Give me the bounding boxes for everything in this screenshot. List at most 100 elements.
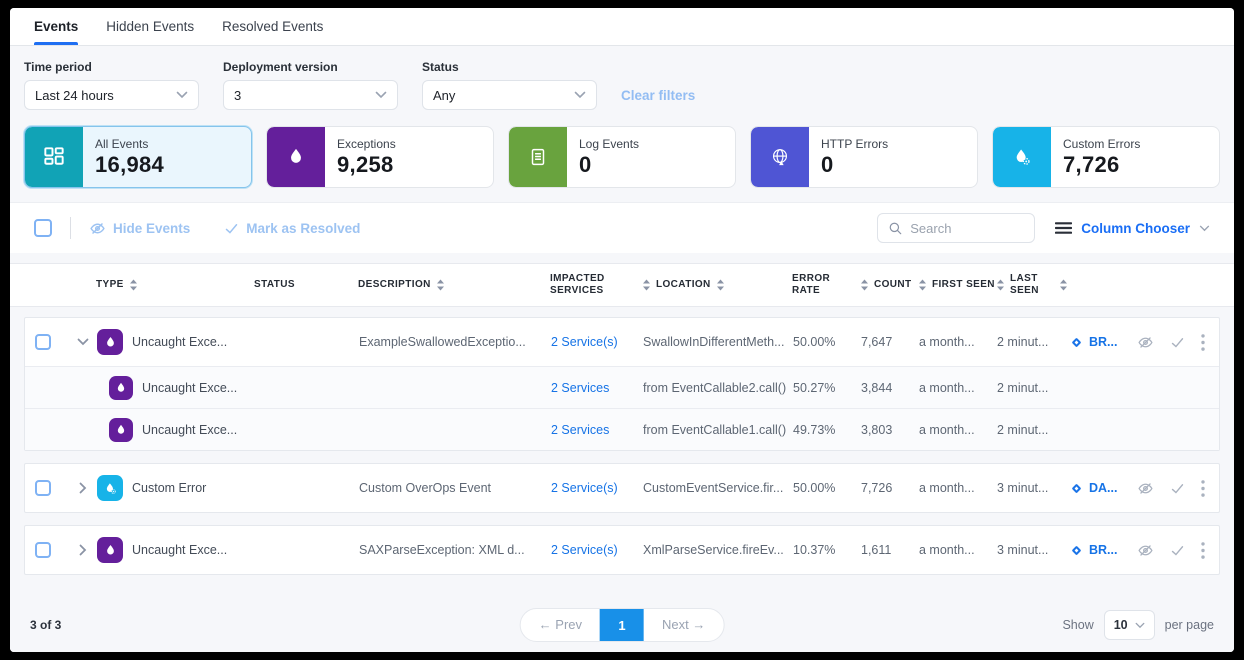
card-label: HTTP Errors (821, 136, 889, 151)
event-type: Uncaught Exce... (97, 417, 255, 442)
event-location: XmlParseService.fireEv... (643, 543, 784, 557)
tab-events-label: Events (34, 19, 79, 34)
stat-card-exceptions[interactable]: Exceptions 9,258 (266, 126, 494, 188)
tab-bar: Events Hidden Events Resolved Events (10, 8, 1234, 46)
events-table: TYPE STATUS DESCRIPTION IMPACTED SERVICE… (10, 253, 1234, 598)
impacted-services-link[interactable]: 2 Services (551, 422, 610, 437)
resolve-event-icon[interactable] (1170, 335, 1185, 350)
tab-hidden-events[interactable]: Hidden Events (106, 8, 194, 45)
jira-ticket-link[interactable]: BR... (1069, 335, 1137, 350)
header-last-seen[interactable]: LAST SEEN (996, 273, 1068, 297)
page-size-control: Show 10 per page (1062, 610, 1214, 640)
header-error-rate[interactable]: ERROR RATE (792, 273, 831, 296)
chevron-right-icon[interactable] (69, 544, 97, 556)
event-description: SAXParseException: XML d... (359, 543, 525, 557)
tab-hidden-events-label: Hidden Events (106, 19, 195, 34)
jira-ticket-link[interactable]: DA... (1069, 481, 1137, 496)
tab-events[interactable]: Events (34, 8, 79, 45)
chevron-down-icon (1199, 225, 1210, 231)
resolve-event-icon[interactable] (1170, 543, 1185, 558)
chevron-down-icon[interactable] (69, 338, 97, 346)
header-type[interactable]: TYPE (96, 279, 254, 291)
mark-resolved-button[interactable]: Mark as Resolved (224, 221, 360, 236)
event-row-group: Uncaught Exce... SAXParseException: XML … (24, 525, 1220, 575)
next-page-button[interactable]: Next → (662, 617, 706, 632)
header-impacted-services[interactable]: IMPACTED SERVICES (550, 273, 605, 296)
flame-gear-icon (993, 127, 1051, 187)
table-footer: 3 of 3 ← Prev 1 Next → Show 10 per page (10, 598, 1234, 652)
impacted-services-link[interactable]: 2 Services (551, 380, 610, 395)
impacted-services-link[interactable]: 2 Service(s) (551, 543, 618, 557)
hide-event-icon[interactable] (1137, 542, 1154, 559)
jira-diamond-icon (1072, 337, 1081, 347)
table-row[interactable]: Uncaught Exce... SAXParseException: XML … (25, 526, 1219, 574)
exception-type-icon (109, 375, 133, 400)
time-period-select[interactable]: Last 24 hours (24, 80, 199, 110)
card-label: All Events (95, 136, 149, 151)
header-count[interactable]: COUNT (860, 279, 918, 291)
event-count: 7,726 (861, 481, 893, 495)
tab-resolved-events[interactable]: Resolved Events (222, 8, 323, 45)
last-seen: 2 minut... (997, 422, 1049, 437)
search-input[interactable] (910, 220, 1021, 236)
table-subrow[interactable]: Uncaught Exce... 2 Services from EventCa… (25, 408, 1219, 450)
select-all-checkbox[interactable] (34, 219, 52, 237)
current-page-button[interactable]: 1 (600, 609, 644, 641)
hide-events-button[interactable]: Hide Events (89, 220, 190, 237)
deployment-version-select[interactable]: 3 (223, 80, 398, 110)
event-count: 3,803 (861, 422, 893, 437)
page-size-select[interactable]: 10 (1103, 610, 1155, 640)
sort-icon[interactable] (996, 279, 1005, 291)
row-checkbox[interactable] (35, 542, 51, 558)
sort-icon[interactable] (642, 279, 651, 291)
hide-event-icon[interactable] (1137, 334, 1154, 351)
deployment-version-value: 3 (234, 87, 242, 103)
event-count: 3,844 (861, 380, 893, 395)
stat-card-http-errors[interactable]: HTTP Errors 0 (750, 126, 978, 188)
header-first-seen[interactable]: FIRST SEEN (918, 279, 996, 291)
column-chooser-button[interactable]: Column Chooser (1055, 221, 1210, 236)
table-row[interactable]: Custom Error Custom OverOps Event 2 Serv… (25, 464, 1219, 512)
prev-page-button[interactable]: ← Prev (538, 617, 582, 632)
clear-filters-link[interactable]: Clear filters (621, 88, 696, 103)
stat-card-log-events[interactable]: Log Events 0 (508, 126, 736, 188)
sort-icon[interactable] (129, 279, 138, 291)
sort-icon[interactable] (918, 279, 927, 291)
table-subrow[interactable]: Uncaught Exce... 2 Services from EventCa… (25, 366, 1219, 408)
resolve-event-icon[interactable] (1170, 481, 1185, 496)
sort-icon[interactable] (1059, 279, 1068, 291)
sort-icon[interactable] (436, 279, 445, 291)
chevron-right-icon[interactable] (69, 482, 97, 494)
error-rate: 10.37% (793, 543, 836, 557)
hide-event-icon[interactable] (1137, 480, 1154, 497)
sort-icon[interactable] (716, 279, 725, 291)
header-status[interactable]: STATUS (254, 279, 295, 290)
first-seen: a month... (919, 335, 975, 349)
stat-card-custom-errors[interactable]: Custom Errors 7,726 (992, 126, 1220, 188)
row-checkbox[interactable] (35, 334, 51, 350)
impacted-services-link[interactable]: 2 Service(s) (551, 335, 618, 349)
time-period-label: Time period (24, 60, 92, 74)
jira-ticket-link[interactable]: BR... (1069, 543, 1137, 558)
hamburger-icon (1055, 222, 1073, 234)
log-file-icon (509, 127, 567, 187)
deployment-version-label: Deployment version (223, 60, 338, 74)
tab-resolved-events-label: Resolved Events (222, 19, 324, 34)
row-checkbox[interactable] (35, 480, 51, 496)
header-location[interactable]: LOCATION (642, 279, 792, 291)
kebab-menu-icon[interactable] (1201, 479, 1205, 497)
header-description[interactable]: DESCRIPTION (358, 279, 550, 291)
sort-icon[interactable] (860, 279, 869, 291)
impacted-services-link[interactable]: 2 Service(s) (551, 481, 618, 495)
card-value: 0 (579, 151, 592, 177)
stat-card-all-events[interactable]: All Events 16,984 (24, 126, 252, 188)
page-body: Time period Last 24 hours Deployment ver… (10, 46, 1234, 652)
error-rate: 50.00% (793, 481, 836, 495)
kebab-menu-icon[interactable] (1201, 541, 1205, 559)
kebab-menu-icon[interactable] (1201, 333, 1205, 351)
page-size-value: 10 (1113, 618, 1128, 632)
table-row[interactable]: Uncaught Exce... ExampleSwallowedExcepti… (25, 318, 1219, 366)
filter-time-period: Time period Last 24 hours (24, 60, 199, 110)
status-select[interactable]: Any (422, 80, 597, 110)
chevron-down-icon (1135, 622, 1145, 628)
